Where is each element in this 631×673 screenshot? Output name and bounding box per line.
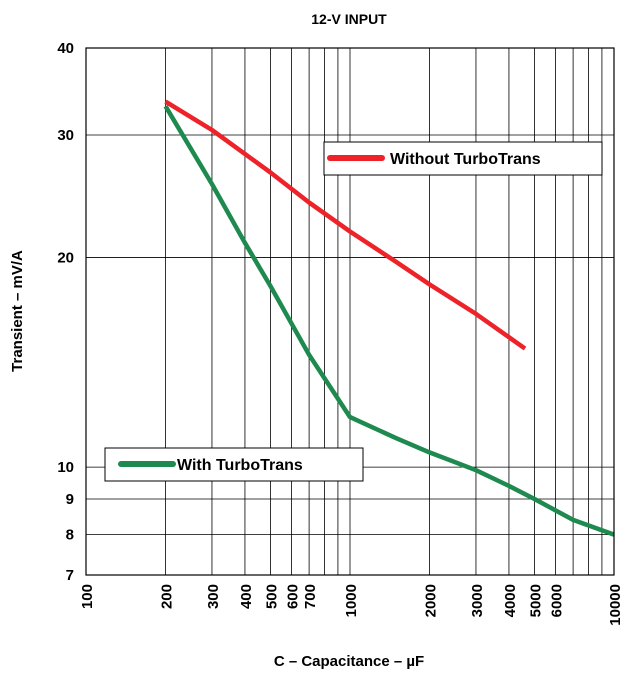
plot-frame	[85, 47, 615, 576]
x-tick-label: 700	[302, 584, 319, 609]
x-tick-label: 1000	[343, 584, 360, 617]
y-tick-label: 10	[57, 459, 74, 476]
y-tick-label: 7	[66, 567, 74, 584]
y-tick-label: 20	[57, 250, 74, 267]
y-tick-label: 30	[57, 127, 74, 144]
y-axis-label: Transient – mV/A	[9, 250, 26, 372]
x-tick-label: 200	[159, 584, 176, 609]
x-tick-label: 10000	[607, 584, 624, 626]
legend-label-with: With TurboTrans	[177, 457, 303, 474]
y-tick-label: 8	[66, 527, 74, 544]
x-tick-label: 300	[205, 584, 222, 609]
y-tick-label: 9	[66, 491, 74, 508]
y-tick-label: 40	[57, 40, 74, 57]
x-tick-label: 5000	[528, 584, 545, 617]
series-line-with-turbotrans	[163, 105, 615, 537]
x-tick-label: 4000	[502, 584, 519, 617]
legend-without-turbotrans: Without TurboTrans	[323, 141, 603, 176]
x-tick-label: 2000	[423, 584, 440, 617]
x-tick-label: 6000	[548, 584, 565, 617]
legend-label-without: Without TurboTrans	[390, 151, 541, 168]
x-tick-label: 600	[284, 584, 301, 609]
x-axis-label: C – Capacitance – µF	[274, 653, 424, 670]
grid	[85, 47, 615, 576]
legend-with-turbotrans: With TurboTrans	[104, 447, 364, 482]
x-tick-label: 3000	[469, 584, 486, 617]
chart-title: 12-V INPUT	[311, 11, 387, 27]
x-tick-label: 100	[79, 584, 96, 609]
tick-labels: 100 200 300 400 500 600 700 1000 2000 3000 4000 500…	[57, 40, 624, 626]
legend-box	[104, 447, 364, 482]
series-line-without-turbotrans	[164, 99, 527, 351]
x-tick-label: 400	[238, 584, 255, 609]
series-lines	[163, 99, 615, 537]
x-tick-label: 500	[264, 584, 281, 609]
